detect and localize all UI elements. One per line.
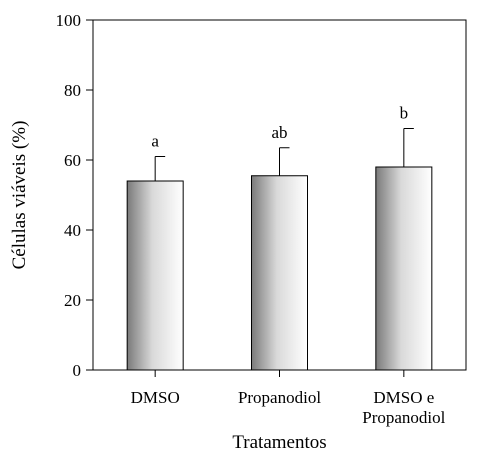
- bar: [126, 180, 184, 371]
- significance-label: a: [151, 132, 159, 151]
- y-tick-label: 40: [64, 221, 81, 240]
- x-tick-label: DMSO e: [373, 388, 434, 407]
- bar: [375, 166, 433, 371]
- y-tick-label: 20: [64, 291, 81, 310]
- y-tick-label: 0: [73, 361, 82, 380]
- y-tick-label: 60: [64, 151, 81, 170]
- x-axis-label: Tratamentos: [232, 432, 326, 453]
- significance-label: ab: [271, 123, 287, 142]
- y-tick-label: 100: [56, 11, 82, 30]
- y-axis-label: Células viáveis (%): [9, 121, 30, 270]
- x-tick-label: Propanodiol: [238, 388, 321, 407]
- x-tick-label: DMSO: [131, 388, 180, 407]
- x-tick-label: Propanodiol: [362, 408, 445, 427]
- bar: [251, 175, 308, 371]
- significance-label: b: [400, 104, 409, 123]
- y-tick-label: 80: [64, 81, 81, 100]
